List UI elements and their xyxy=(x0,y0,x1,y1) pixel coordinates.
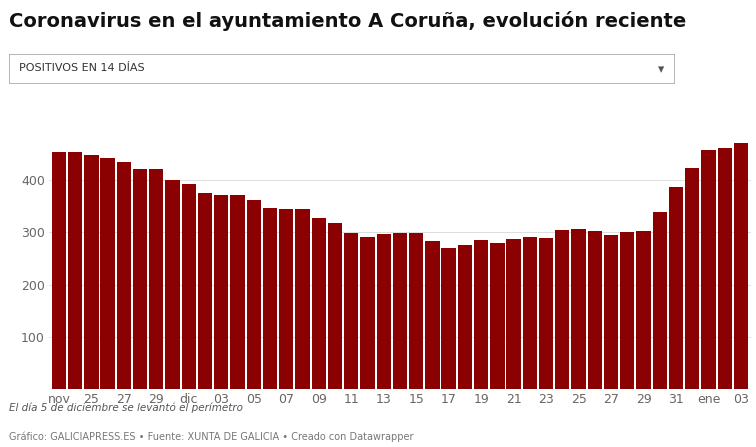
Bar xyxy=(84,155,98,389)
Bar xyxy=(296,210,310,389)
Bar xyxy=(51,152,66,389)
Bar xyxy=(68,152,82,389)
Text: El día 5 de diciembre se levantó el perímetro: El día 5 de diciembre se levantó el perí… xyxy=(9,403,243,413)
Bar xyxy=(669,187,683,389)
Text: Gráfico: GALICIAPRESS.ES • Fuente: XUNTA DE GALICIA • Creado con Datawrapper: Gráfico: GALICIAPRESS.ES • Fuente: XUNTA… xyxy=(9,431,414,442)
Bar xyxy=(344,233,358,389)
Bar xyxy=(522,237,537,389)
Bar xyxy=(279,210,293,389)
Bar xyxy=(442,248,456,389)
Bar xyxy=(620,232,634,389)
Bar xyxy=(457,245,472,389)
Bar xyxy=(198,193,212,389)
Bar xyxy=(181,184,196,389)
Bar xyxy=(637,232,651,389)
Text: Coronavirus en el ayuntamiento A Coruña, evolución reciente: Coronavirus en el ayuntamiento A Coruña,… xyxy=(9,11,686,31)
Bar xyxy=(393,233,407,389)
Bar xyxy=(311,218,326,389)
Text: ▾: ▾ xyxy=(658,63,665,76)
Bar xyxy=(702,150,716,389)
Bar xyxy=(507,239,521,389)
Bar xyxy=(376,234,391,389)
Bar xyxy=(587,232,602,389)
Bar xyxy=(133,169,147,389)
Bar xyxy=(717,148,732,389)
Bar xyxy=(328,223,342,389)
Bar xyxy=(734,143,748,389)
Bar xyxy=(149,169,163,389)
Bar xyxy=(572,229,586,389)
Bar xyxy=(474,240,488,389)
Bar xyxy=(426,241,439,389)
Bar xyxy=(490,243,504,389)
Bar xyxy=(246,200,261,389)
Bar xyxy=(166,180,180,389)
Bar xyxy=(231,195,245,389)
Bar xyxy=(409,233,423,389)
Bar xyxy=(652,211,667,389)
Bar xyxy=(214,195,228,389)
Bar xyxy=(539,238,553,389)
Bar xyxy=(116,162,131,389)
Bar xyxy=(361,236,374,389)
Bar xyxy=(263,208,277,389)
Bar xyxy=(604,235,618,389)
Bar xyxy=(101,158,115,389)
Text: POSITIVOS EN 14 DÍAS: POSITIVOS EN 14 DÍAS xyxy=(19,63,144,73)
Bar xyxy=(555,230,569,389)
Bar xyxy=(685,168,699,389)
